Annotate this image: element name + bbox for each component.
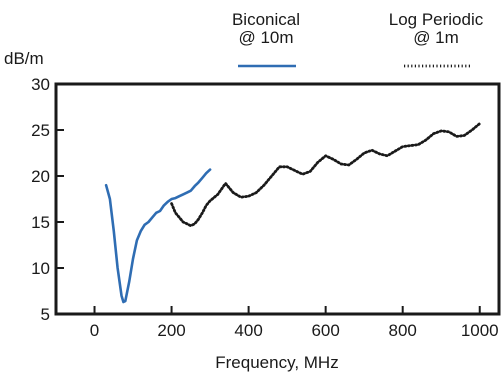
series-line-log-periodic: [170, 122, 482, 228]
y-tick-label: 25: [31, 121, 50, 140]
y-tick-label: 20: [31, 167, 50, 186]
x-tick-label: 400: [234, 321, 262, 340]
legend-label: @ 10m: [238, 28, 293, 47]
x-tick-label: 600: [311, 321, 339, 340]
x-tick-label: 200: [157, 321, 185, 340]
legend-item-biconical: Biconical@ 10m: [232, 10, 300, 68]
x-axis-title: Frequency, MHz: [215, 353, 338, 372]
legend-label: @ 1m: [413, 28, 459, 47]
y-tick-label: 10: [31, 259, 50, 278]
series-line-biconical: [104, 168, 212, 304]
y-tick-label: 5: [41, 305, 50, 324]
x-axis: 0 200 400 600 800 1000: [90, 306, 499, 340]
plot-frame-group: [54, 82, 501, 316]
y-axis: 5 10 15 20 25 30: [31, 75, 64, 324]
legend-label: Biconical: [232, 10, 300, 29]
x-tick-label: 800: [389, 321, 417, 340]
y-tick-label: 15: [31, 213, 50, 232]
series-layer: [104, 122, 482, 304]
legend: Biconical@ 10m Log Periodic@ 1m: [232, 10, 484, 68]
x-tick-label: 0: [90, 321, 99, 340]
legend-item-log-periodic: Log Periodic@ 1m: [389, 10, 484, 68]
y-tick-label: 30: [31, 75, 50, 94]
plot-frame: [54, 82, 501, 316]
y-axis-title: dB/m: [4, 49, 44, 68]
x-tick-label: 1000: [461, 321, 499, 340]
legend-label: Log Periodic: [389, 10, 484, 29]
